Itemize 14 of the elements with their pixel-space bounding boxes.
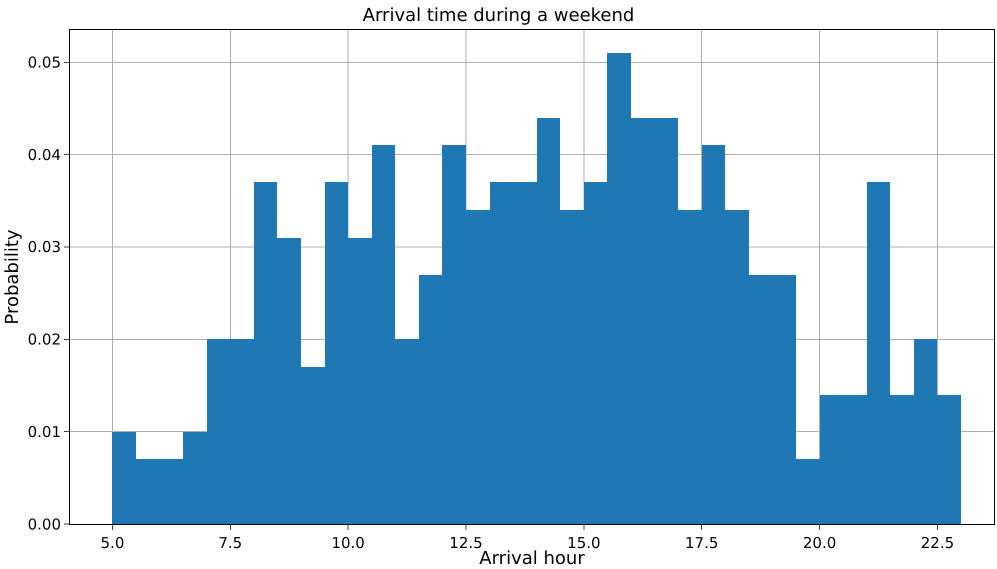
y-axis-title: Probability	[2, 229, 23, 325]
y-tick-label: 0.01	[28, 422, 61, 441]
x-tick-label: 10.0	[331, 534, 365, 552]
y-tick-label: 0.05	[28, 54, 61, 72]
chart-title: Arrival time during a weekend	[362, 5, 634, 26]
y-tick-label: 0.03	[28, 238, 61, 256]
y-tick-label: 0.00	[28, 515, 61, 534]
x-tick-label: 22.5	[920, 534, 954, 552]
x-tick-label: 5.0	[100, 534, 124, 552]
y-tick-label: 0.04	[28, 146, 61, 164]
y-tick-label: 0.02	[28, 330, 61, 349]
x-tick-label: 20.0	[802, 534, 836, 552]
x-tick-label: 17.5	[685, 534, 718, 552]
x-tick-label: 7.5	[218, 534, 242, 552]
